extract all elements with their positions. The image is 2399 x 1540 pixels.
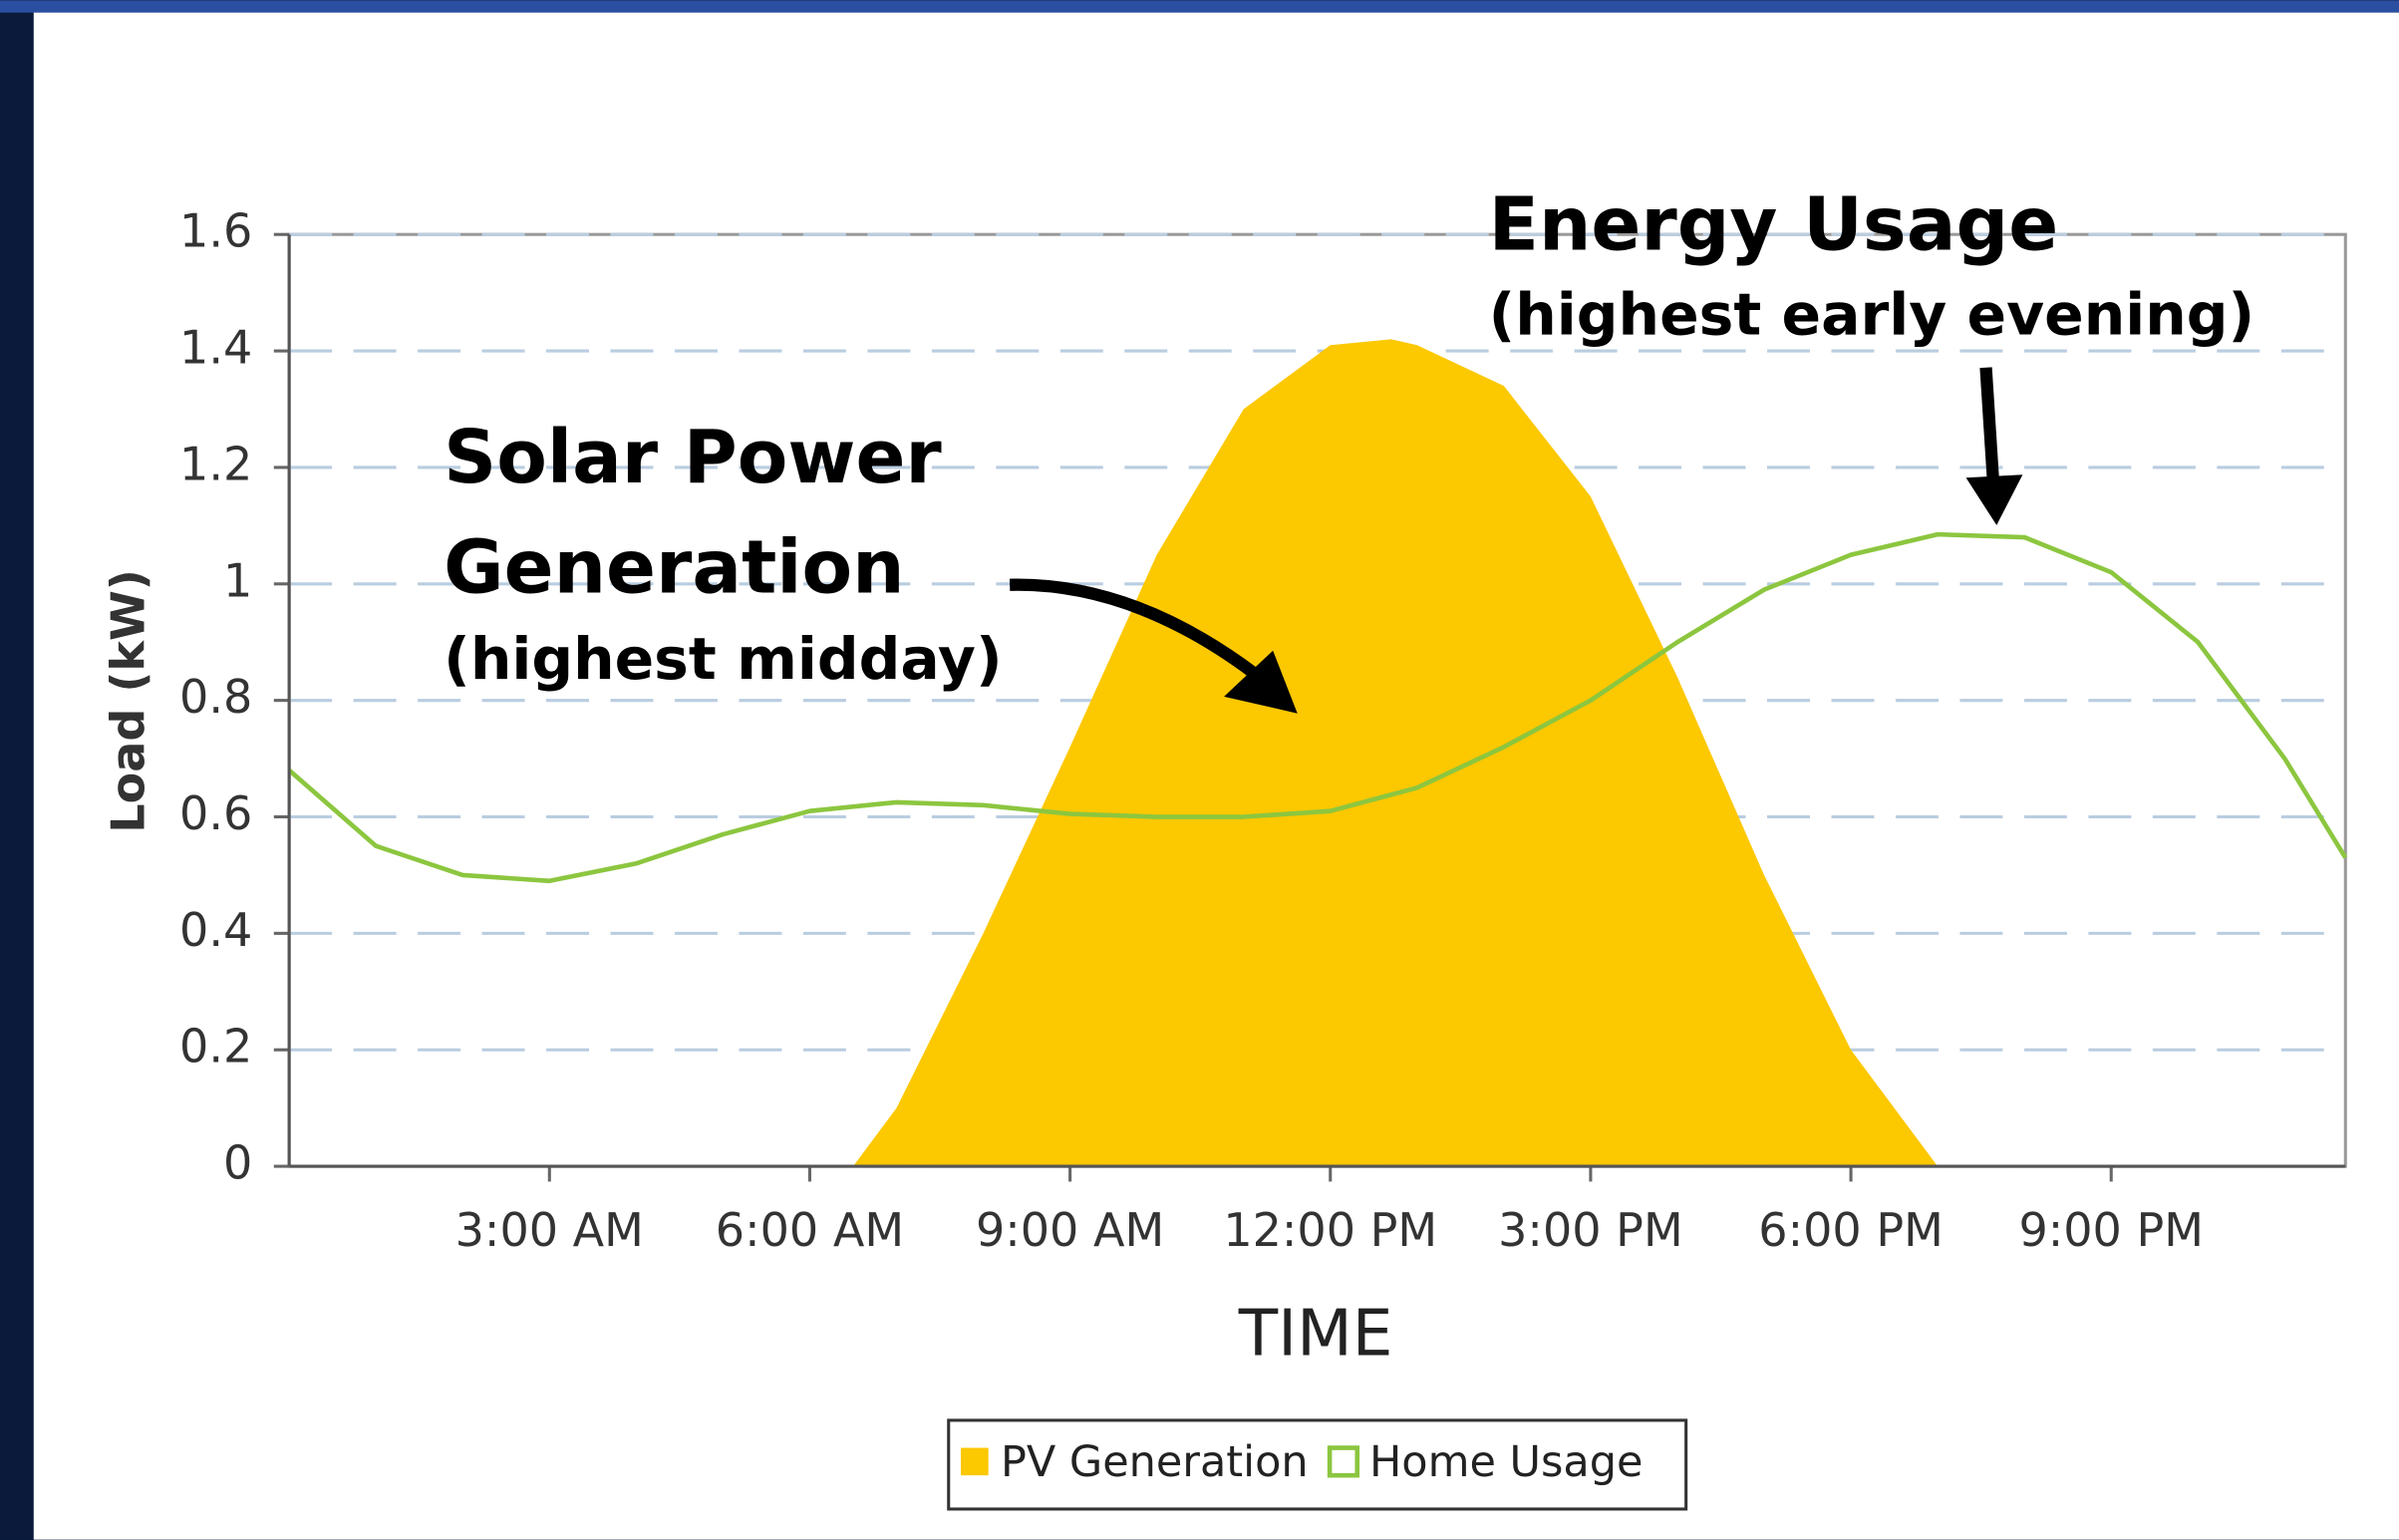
frame-top — [0, 0, 2399, 13]
annotation: (highest midday) — [444, 625, 1002, 693]
y-tick-label: 1.2 — [179, 437, 252, 490]
annotation: Energy Usage — [1489, 183, 2059, 268]
x-tick-label: 3:00 AM — [455, 1203, 644, 1257]
plot: 0 0.2 0.4 0.6 0.8 1 1.2 1.4 1.6 3:00 AM 6:00 AM 9:0… — [179, 204, 2348, 1257]
y-tick-label: 0.6 — [179, 786, 252, 840]
x-tick-label: 3:00 PM — [1498, 1203, 1683, 1257]
x-tick-label: 9:00 PM — [2018, 1203, 2204, 1257]
x-tick-label: 6:00 AM — [716, 1203, 904, 1257]
annotation: Generation — [444, 525, 904, 610]
legend-label: PV Generation — [1001, 1437, 1309, 1487]
y-tick-label: 0.8 — [179, 670, 252, 724]
y-tick-label: 0 — [223, 1136, 252, 1190]
y-tick-label: 1.4 — [179, 321, 252, 375]
y-axis-title: Load (kW) — [102, 569, 155, 833]
y-tick-label: 1 — [223, 553, 252, 607]
x-tick-label: 12:00 PM — [1223, 1203, 1437, 1257]
usage-line — [287, 531, 2348, 884]
arrow — [1979, 367, 2000, 487]
y-tick-label: 0.4 — [179, 903, 252, 957]
y-tick-label: 1.6 — [179, 204, 252, 258]
legend-items: PV Generation Home Usage — [961, 1437, 1643, 1487]
y-tick-label: 0.2 — [179, 1020, 252, 1074]
legend-swatch — [1327, 1445, 1360, 1478]
legend — [947, 1418, 1688, 1511]
legend-label: Home Usage — [1369, 1437, 1643, 1487]
x-axis-title: TIME — [1238, 1297, 1393, 1372]
x-tick-label: 6:00 PM — [1758, 1203, 1944, 1257]
pv-area — [289, 339, 2346, 1167]
annotation: Solar Power — [444, 416, 942, 500]
annotation: (highest early evening) — [1489, 281, 2255, 349]
arrow-head — [1965, 474, 2023, 525]
arrow — [1009, 578, 1259, 679]
x-tick-label: 9:00 AM — [976, 1203, 1164, 1257]
legend-swatch — [961, 1447, 989, 1476]
